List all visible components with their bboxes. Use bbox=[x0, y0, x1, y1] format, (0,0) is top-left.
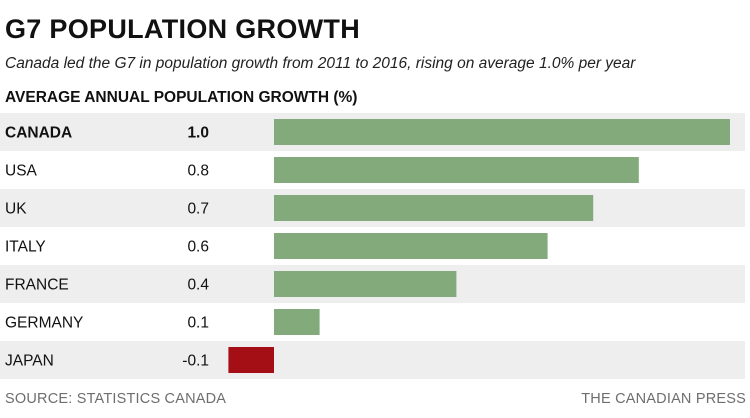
category-label-italy: ITALY bbox=[5, 239, 46, 256]
measure-label: AVERAGE ANNUAL POPULATION GROWTH (%) bbox=[5, 89, 358, 106]
bar-uk bbox=[274, 195, 594, 221]
bar-italy bbox=[274, 233, 548, 259]
value-label-uk: 0.7 bbox=[187, 201, 209, 218]
bar-canada bbox=[274, 119, 730, 145]
bar-usa bbox=[274, 157, 639, 183]
bar-japan bbox=[228, 347, 274, 373]
chart-subtitle: Canada led the G7 in population growth f… bbox=[5, 55, 636, 72]
value-label-italy: 0.6 bbox=[187, 239, 209, 256]
value-label-canada: 1.0 bbox=[187, 125, 209, 142]
category-label-germany: GERMANY bbox=[5, 315, 83, 332]
source-note: SOURCE: STATISTICS CANADA bbox=[5, 391, 227, 407]
chart-title: G7 POPULATION GROWTH bbox=[5, 14, 360, 44]
category-label-france: FRANCE bbox=[5, 277, 69, 294]
category-label-usa: USA bbox=[5, 163, 38, 180]
value-label-usa: 0.8 bbox=[187, 163, 209, 180]
bar-germany bbox=[274, 309, 320, 335]
category-label-uk: UK bbox=[5, 201, 27, 218]
value-label-japan: -0.1 bbox=[182, 353, 209, 370]
value-label-france: 0.4 bbox=[187, 277, 209, 294]
row-stripe-japan bbox=[0, 341, 745, 379]
value-label-germany: 0.1 bbox=[187, 315, 209, 332]
category-label-canada: CANADA bbox=[5, 125, 72, 142]
bar-france bbox=[274, 271, 457, 297]
category-label-japan: JAPAN bbox=[5, 353, 54, 370]
credit-note: THE CANADIAN PRESS bbox=[581, 391, 746, 407]
